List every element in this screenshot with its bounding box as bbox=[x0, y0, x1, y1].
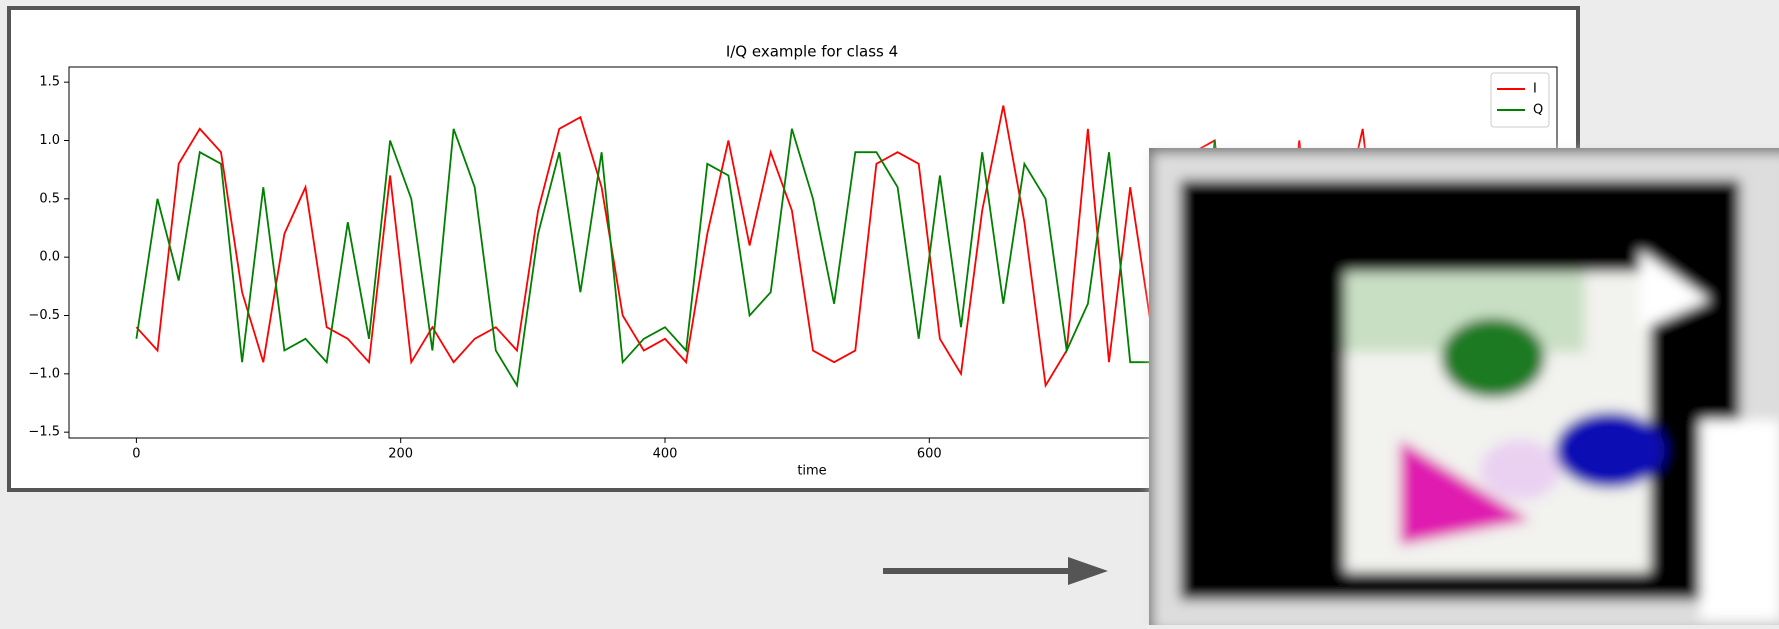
y-tick-label: 1.5 bbox=[39, 75, 60, 90]
arrow bbox=[883, 557, 1108, 585]
icon-edge bbox=[1700, 420, 1779, 620]
y-tick-label: 1.0 bbox=[39, 133, 60, 148]
x-tick-label: 0 bbox=[132, 447, 140, 462]
chart-title: I/Q example for class 4 bbox=[726, 43, 898, 61]
icon-glow bbox=[1480, 440, 1560, 500]
arrow-head bbox=[1068, 557, 1108, 585]
y-tick-label: 0.0 bbox=[39, 250, 60, 265]
legend-label: I bbox=[1533, 82, 1537, 97]
x-tick-label: 600 bbox=[917, 447, 942, 462]
legend-box bbox=[1491, 73, 1549, 127]
page: I/Q example for class 4 time −1.5 −1.0 −0.… bbox=[0, 0, 1779, 625]
y-tick-label: −1.5 bbox=[28, 425, 60, 440]
screenshot: I/Q example for class 4 time −1.5 −1.0 −0.… bbox=[0, 0, 1779, 625]
x-tick-label: 200 bbox=[388, 447, 413, 462]
broken-image-icon bbox=[1149, 148, 1779, 625]
x-tick-label: 400 bbox=[653, 447, 678, 462]
x-axis-label: time bbox=[797, 464, 826, 479]
legend-label: Q bbox=[1533, 103, 1543, 118]
icon-green bbox=[1441, 318, 1545, 398]
y-tick-label: −0.5 bbox=[28, 308, 60, 323]
y-tick-label: 0.5 bbox=[39, 191, 60, 206]
y-tick-label: −1.0 bbox=[28, 366, 60, 381]
icon-blue bbox=[1555, 412, 1665, 488]
